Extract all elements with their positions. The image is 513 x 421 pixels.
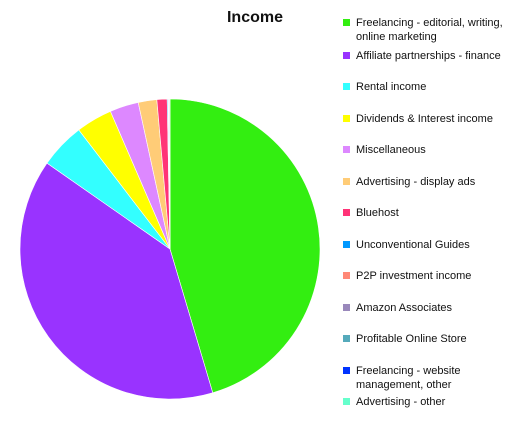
legend-item: Bluehost xyxy=(343,206,509,220)
legend-label: Unconventional Guides xyxy=(356,239,470,251)
legend-label: Advertising - display ads xyxy=(356,176,476,188)
legend-swatch xyxy=(343,52,350,59)
legend-label: Rental income xyxy=(356,81,427,93)
legend-item: Freelancing - editorial, writing, online… xyxy=(343,16,509,44)
legend-label: Freelancing - editorial, writing, online… xyxy=(356,17,503,43)
legend-item: Rental income xyxy=(343,80,509,94)
legend-swatch xyxy=(343,304,350,311)
legend-label: Dividends & Interest income xyxy=(356,113,493,125)
legend-item: P2P investment income xyxy=(343,269,509,283)
legend-label: Freelancing - website management, other xyxy=(356,365,461,391)
legend-label: Advertising - other xyxy=(356,396,446,408)
pie-slice xyxy=(169,98,321,394)
legend-swatch xyxy=(343,367,350,374)
legend-item: Unconventional Guides xyxy=(343,238,509,252)
legend-swatch xyxy=(343,272,350,279)
legend-swatch xyxy=(343,83,350,90)
legend-swatch xyxy=(343,19,350,26)
legend-item: Dividends & Interest income xyxy=(343,112,509,126)
legend-swatch xyxy=(343,146,350,153)
pie-area xyxy=(19,98,321,400)
legend-label: Profitable Online Store xyxy=(356,333,467,345)
legend-label: P2P investment income xyxy=(356,270,472,282)
legend-label: Bluehost xyxy=(356,207,399,219)
legend-item: Freelancing - website management, other xyxy=(343,364,509,392)
legend-item: Advertising - other xyxy=(343,395,509,409)
legend-swatch xyxy=(343,241,350,248)
legend-item: Profitable Online Store xyxy=(343,332,509,346)
legend-swatch xyxy=(343,209,350,216)
legend-swatch xyxy=(343,178,350,185)
legend-label: Amazon Associates xyxy=(356,302,452,314)
legend-label: Miscellaneous xyxy=(356,144,426,156)
legend-item: Miscellaneous xyxy=(343,143,509,157)
legend-swatch xyxy=(343,398,350,405)
legend-swatch xyxy=(343,115,350,122)
chart-title: Income xyxy=(226,9,283,26)
pie-slice xyxy=(19,162,214,400)
legend-item: Affiliate partnerships - finance xyxy=(343,49,509,63)
legend-item: Advertising - display ads xyxy=(343,175,509,189)
legend-label: Affiliate partnerships - finance xyxy=(356,50,501,62)
legend-swatch xyxy=(343,335,350,342)
legend-item: Amazon Associates xyxy=(343,301,509,315)
